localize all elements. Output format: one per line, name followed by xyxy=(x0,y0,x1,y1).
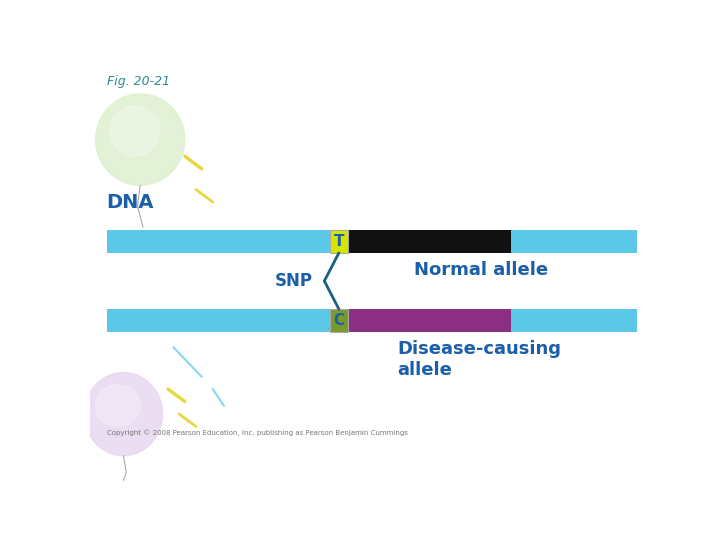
Text: Disease-causing
allele: Disease-causing allele xyxy=(397,340,561,379)
FancyBboxPatch shape xyxy=(511,230,637,253)
FancyBboxPatch shape xyxy=(348,309,511,332)
Ellipse shape xyxy=(96,94,185,185)
Text: DNA: DNA xyxy=(107,193,154,212)
Text: C: C xyxy=(333,313,344,328)
Text: Fig. 20-21: Fig. 20-21 xyxy=(107,75,170,88)
FancyBboxPatch shape xyxy=(348,230,511,253)
Ellipse shape xyxy=(96,385,140,427)
Text: Copyright © 2008 Pearson Education, Inc. publishing as Pearson Benjamin Cummings: Copyright © 2008 Pearson Education, Inc.… xyxy=(107,429,408,436)
Ellipse shape xyxy=(84,373,163,456)
FancyBboxPatch shape xyxy=(330,230,348,253)
FancyBboxPatch shape xyxy=(107,230,330,253)
FancyBboxPatch shape xyxy=(107,309,330,332)
Text: SNP: SNP xyxy=(275,272,313,290)
Ellipse shape xyxy=(109,106,160,156)
FancyBboxPatch shape xyxy=(330,309,348,332)
Text: T: T xyxy=(333,234,344,249)
Text: Normal allele: Normal allele xyxy=(413,261,548,279)
FancyBboxPatch shape xyxy=(511,309,637,332)
